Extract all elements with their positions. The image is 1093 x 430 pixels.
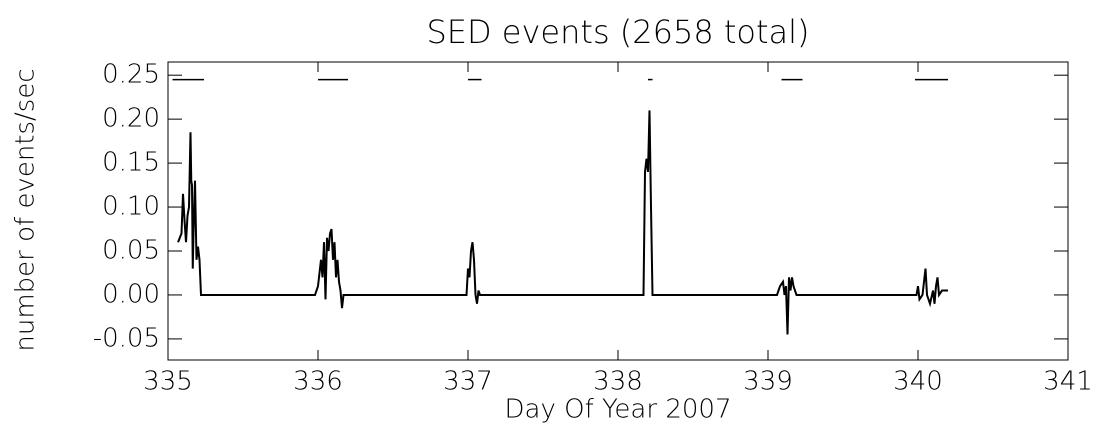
y-tick-label: 0.25	[102, 60, 160, 90]
y-tick-label: 0.20	[102, 104, 160, 134]
y-tick-label: 0.10	[102, 192, 160, 222]
x-tick-label: 336	[293, 367, 343, 397]
y-tick-label: 0.05	[102, 235, 160, 265]
x-tick-label: 341	[1043, 367, 1093, 397]
x-axis-label: Day Of Year 2007	[505, 395, 732, 425]
x-tick-label: 338	[593, 367, 643, 397]
x-tick-label: 339	[743, 367, 793, 397]
x-tick-label: 337	[443, 367, 493, 397]
data-line	[177, 110, 948, 335]
y-tick-label: 0.00	[102, 279, 160, 309]
y-axis-label: number of events/sec	[11, 68, 41, 351]
x-tick-label: 335	[143, 367, 193, 397]
x-tick-label: 340	[893, 367, 943, 397]
y-tick-label: 0.15	[102, 148, 160, 178]
chart-title: SED events (2658 total)	[426, 13, 809, 51]
plot-frame	[167, 61, 1069, 361]
y-tick-label: -0.05	[93, 323, 160, 353]
